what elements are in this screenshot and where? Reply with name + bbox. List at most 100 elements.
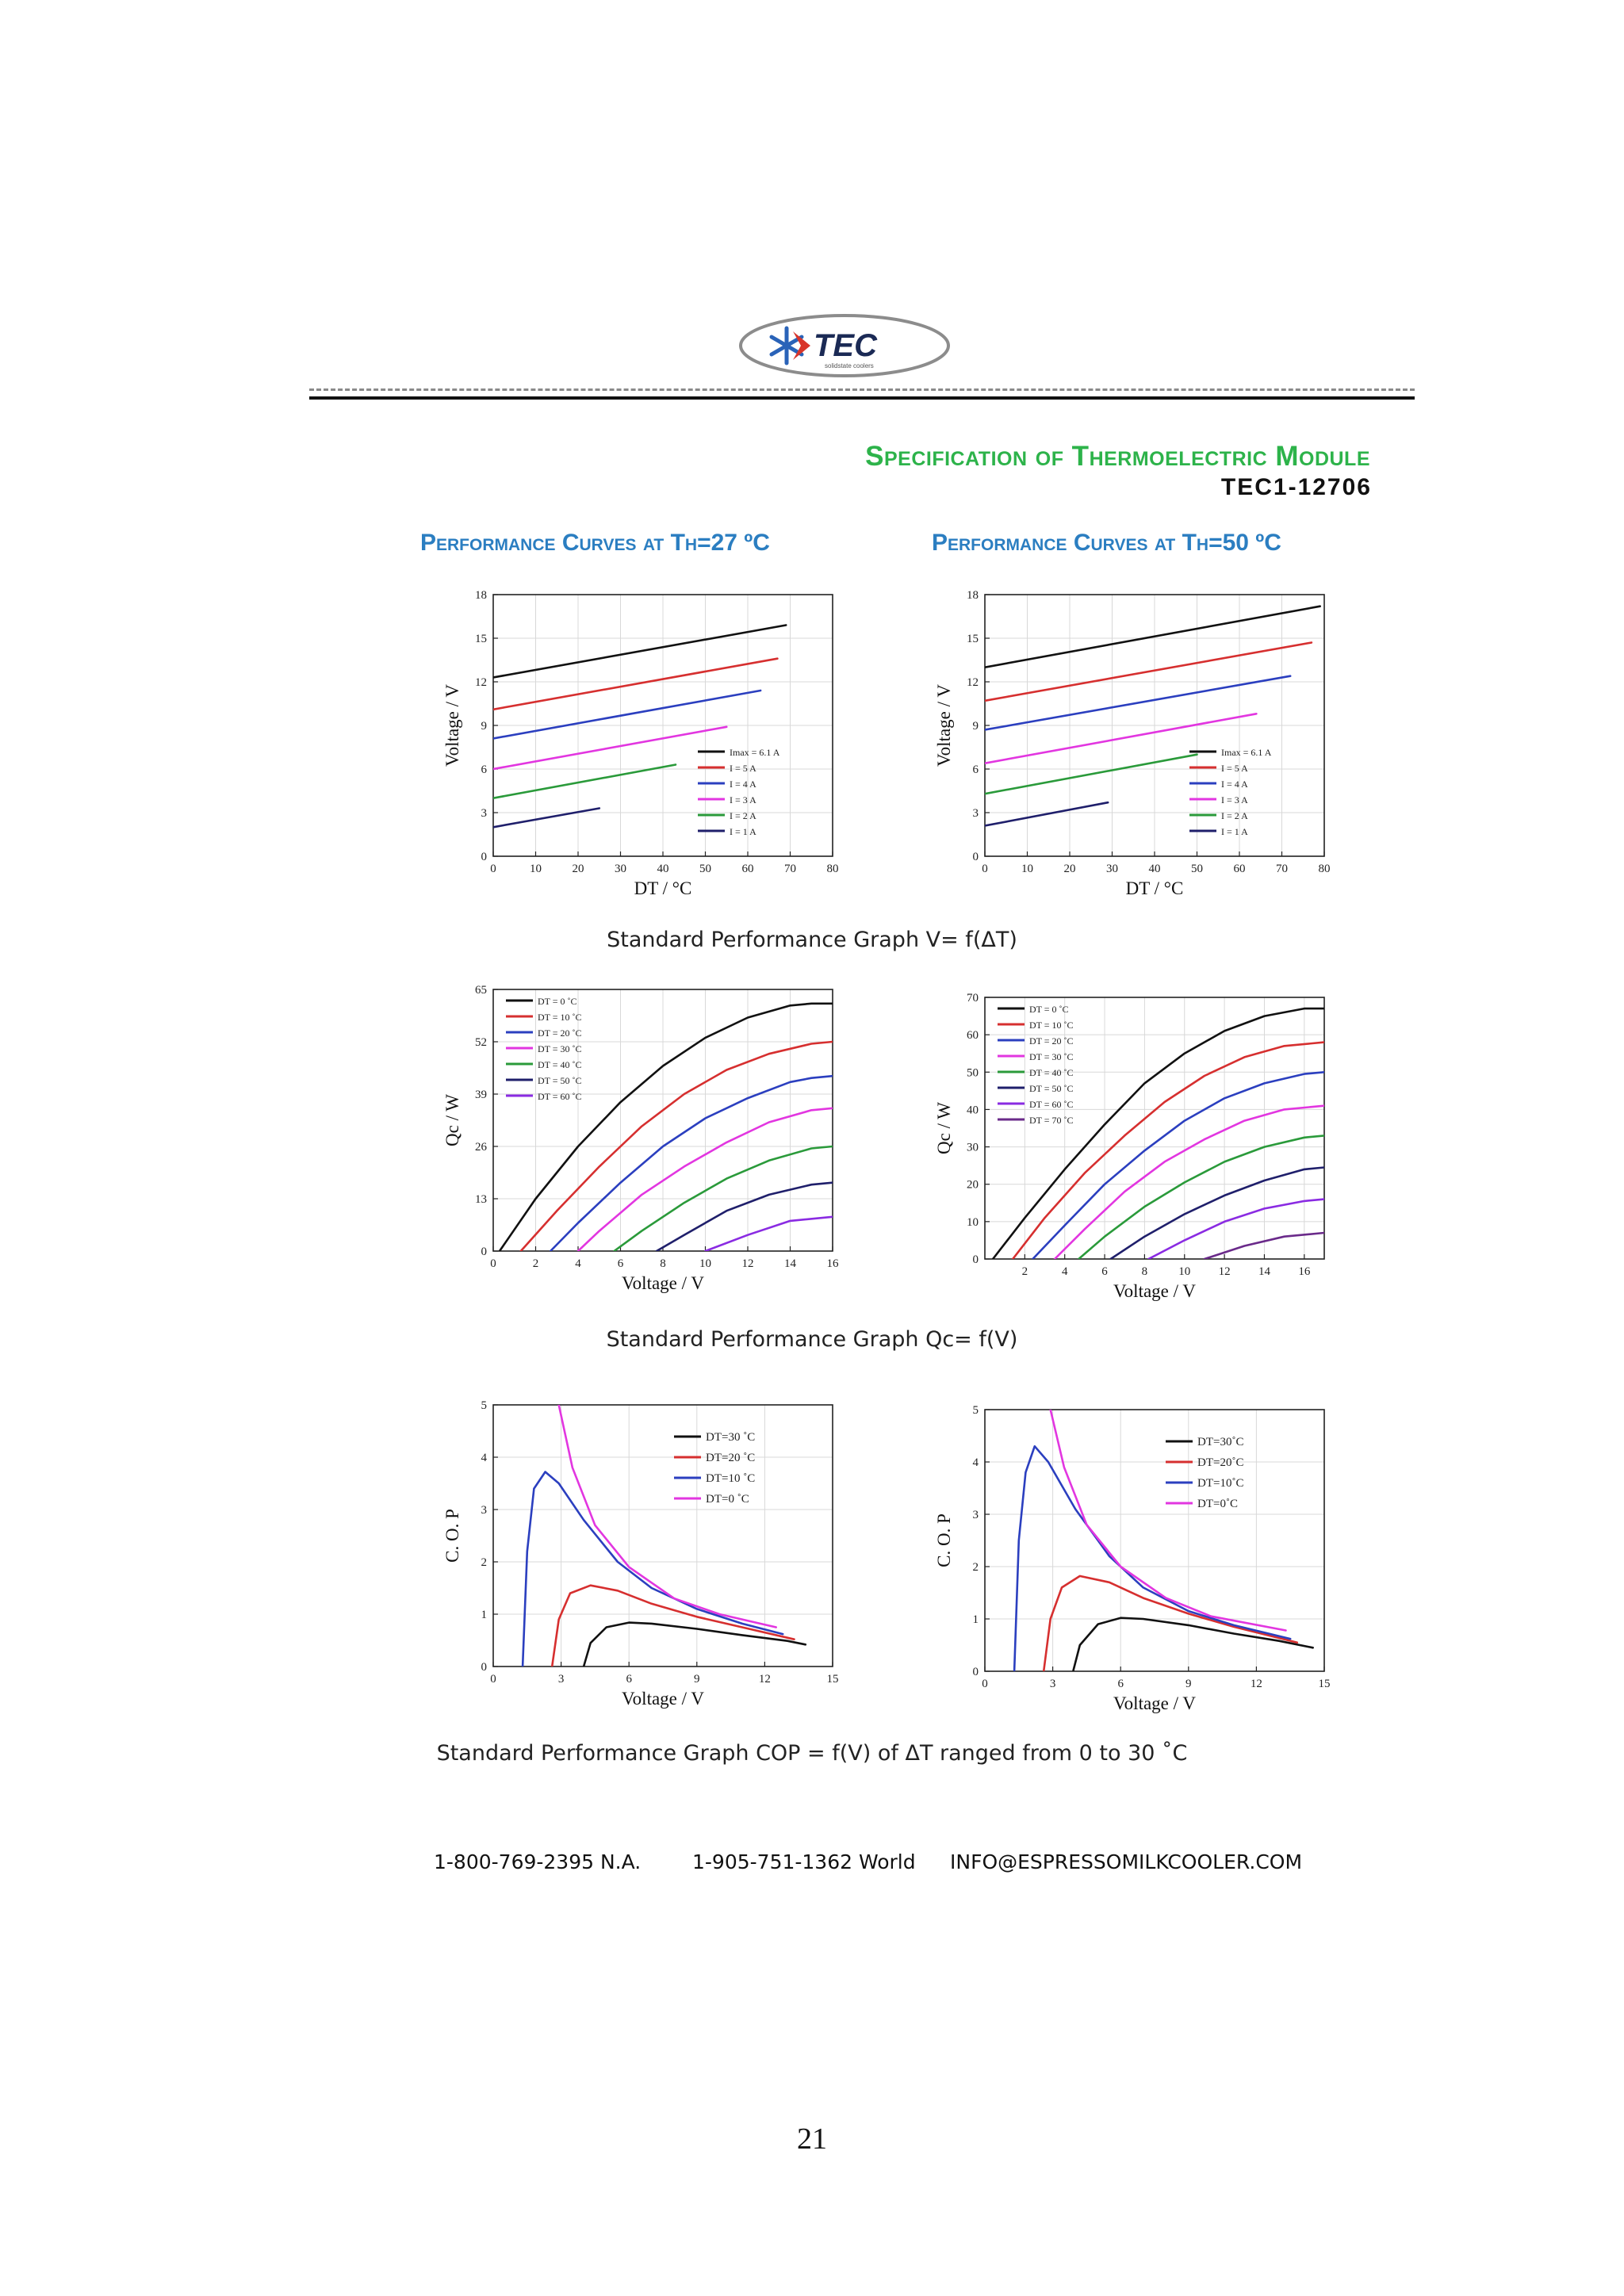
phone-na: 1-800-769-2395 N.A.: [434, 1850, 642, 1873]
y-tick-label: 20: [967, 1179, 979, 1192]
legend-label: DT = 70 ˚C: [1029, 1115, 1074, 1126]
x-axis-label: Voltage / V: [1113, 1693, 1196, 1713]
model-number: TEC1-12706: [1220, 474, 1372, 500]
x-tick-label: 12: [742, 1257, 754, 1270]
x-tick-label: 10: [699, 1257, 711, 1270]
legend-label: DT = 50 ˚C: [1029, 1083, 1074, 1094]
y-tick-label: 39: [475, 1089, 487, 1101]
series-line: [1078, 1135, 1324, 1259]
x-tick-label: 12: [759, 1673, 771, 1686]
x-tick-label: 80: [1319, 863, 1331, 875]
legend-label: DT = 20 ˚C: [538, 1027, 582, 1039]
x-tick-label: 0: [490, 863, 496, 875]
x-axis-label: Voltage / V: [622, 1273, 704, 1293]
x-tick-label: 20: [573, 863, 584, 875]
series-line: [519, 1040, 833, 1251]
y-tick-label: 50: [967, 1066, 979, 1079]
y-tick-label: 2: [481, 1556, 488, 1569]
legend-label: DT=10 ˚C: [706, 1472, 755, 1485]
series-line: [1049, 1410, 1287, 1632]
x-tick-label: 9: [1185, 1678, 1192, 1690]
snowflake-icon: [769, 326, 804, 365]
x-tick-label: 3: [558, 1673, 565, 1686]
y-axis-label: C. O. P: [442, 1509, 462, 1563]
y-tick-label: 12: [475, 676, 487, 689]
legend-label: DT = 30 ˚C: [538, 1043, 582, 1054]
y-tick-label: 65: [475, 984, 487, 997]
flame-icon: [793, 331, 810, 360]
series-line: [704, 1215, 833, 1251]
legend-label: I = 3 A: [730, 794, 756, 806]
series-line: [493, 763, 677, 800]
y-tick-label: 0: [973, 851, 979, 863]
y-tick-label: 4: [481, 1452, 488, 1464]
y-tick-label: 0: [973, 1253, 979, 1266]
x-tick-label: 16: [827, 1257, 840, 1270]
logo-tagline: solidstate coolers: [825, 362, 874, 369]
series-line: [655, 1181, 833, 1251]
legend-label: I = 1 A: [1221, 826, 1248, 837]
y-tick-label: 1: [973, 1613, 979, 1626]
x-axis-label: DT / °C: [634, 878, 692, 898]
chart-qc-vs-voltage-27: 0 2 4 6 8 10 12 14 16 0 13 26 39 52 65 Voltage / V Qc / …: [442, 984, 840, 1293]
caption-v-dt: Standard Performance Graph V= f(ΔT): [607, 928, 1017, 952]
legend-label: DT = 40 ˚C: [1029, 1067, 1074, 1078]
x-tick-label: 14: [784, 1257, 797, 1270]
x-tick-label: 70: [784, 863, 796, 875]
x-axis-label: Voltage / V: [622, 1689, 704, 1709]
y-tick-label: 30: [967, 1142, 979, 1154]
series-line: [613, 1145, 833, 1251]
y-tick-label: 13: [475, 1193, 487, 1206]
x-tick-label: 6: [1117, 1678, 1124, 1690]
x-tick-label: 20: [1064, 863, 1076, 875]
legend-label: DT=20 ˚C: [706, 1452, 755, 1464]
legend-label: DT=10˚C: [1197, 1477, 1243, 1490]
x-tick-label: 2: [1022, 1265, 1028, 1278]
spec-title: Specification of Thermoelectric Module: [865, 441, 1370, 472]
y-tick-label: 0: [481, 1661, 488, 1674]
x-tick-label: 16: [1298, 1265, 1311, 1278]
series-line: [1109, 1166, 1324, 1259]
legend-label: DT = 60 ˚C: [538, 1091, 582, 1102]
series-line: [550, 1584, 795, 1667]
y-tick-label: 18: [967, 589, 979, 602]
x-tick-label: 4: [1062, 1265, 1068, 1278]
y-tick-label: 3: [481, 807, 488, 820]
series-line: [493, 807, 601, 828]
plot-frame: [984, 1409, 1325, 1672]
legend-label: I = 3 A: [1221, 794, 1248, 806]
x-tick-label: 0: [490, 1673, 496, 1686]
x-tick-label: 0: [490, 1257, 496, 1270]
y-tick-label: 60: [967, 1029, 979, 1042]
header-solid-rule: [309, 396, 1415, 400]
legend-label: Imax = 6.1 A: [1221, 747, 1272, 758]
legend-label: I = 5 A: [730, 763, 756, 774]
x-tick-label: 30: [1106, 863, 1118, 875]
legend-label: DT=0 ˚C: [706, 1493, 749, 1506]
legend-label: I = 4 A: [1221, 779, 1248, 790]
x-tick-label: 3: [1050, 1678, 1056, 1690]
series-line: [493, 689, 762, 740]
x-tick-label: 8: [1142, 1265, 1148, 1278]
y-tick-label: 15: [967, 633, 979, 645]
y-axis-label: Voltage / V: [442, 684, 462, 767]
y-axis-label: C. O. P: [934, 1513, 954, 1567]
x-tick-label: 4: [575, 1257, 581, 1270]
legend-label: I = 2 A: [1221, 810, 1248, 821]
series-line: [1203, 1231, 1324, 1259]
series-line: [985, 605, 1322, 668]
y-tick-label: 0: [481, 1246, 488, 1258]
y-tick-label: 18: [475, 589, 487, 602]
chart-qc-vs-voltage-50: 2 4 6 8 10 12 14 16 0 10 20 30 40 50 60 70 Voltage / V Qc…: [934, 992, 1325, 1301]
x-axis-label: DT / °C: [1126, 878, 1184, 898]
series-line: [1011, 1041, 1324, 1259]
legend-label: Imax = 6.1 A: [730, 747, 780, 758]
legend-label: DT=20˚C: [1197, 1456, 1243, 1469]
logo-brand: TEC: [814, 328, 878, 363]
header-dashed-rule: [309, 388, 1415, 391]
series-line: [1032, 1071, 1324, 1259]
legend-label: DT=30 ˚C: [706, 1431, 755, 1444]
chart-voltage-vs-dt-50: 0 10 20 30 40 50 60 70 80 0 3 6 9 12 15 18 DT / °C Voltag…: [934, 589, 1331, 898]
